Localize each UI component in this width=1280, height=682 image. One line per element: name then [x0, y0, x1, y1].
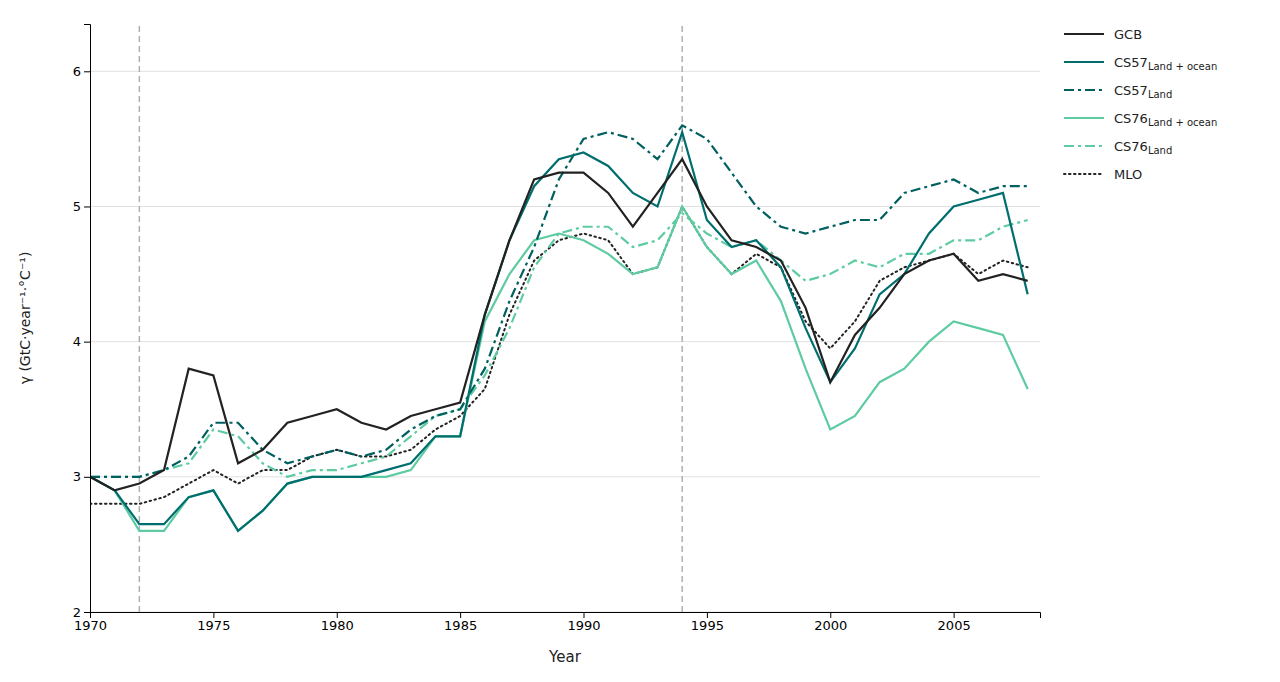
- plot-area: [90, 24, 1028, 612]
- x-tick-mark: [584, 612, 585, 618]
- legend-swatch: [1064, 117, 1104, 119]
- x-tick-mark: [213, 612, 214, 618]
- x-tick-mark: [830, 612, 831, 618]
- y-tick-label: 2: [73, 605, 81, 620]
- x-tick-label: 1975: [197, 618, 230, 633]
- x-tick: 1995: [691, 612, 724, 633]
- x-tick-label: 1995: [691, 618, 724, 633]
- x-axis-line: [91, 613, 1041, 619]
- grid: [90, 71, 1040, 612]
- series-line: [90, 206, 1028, 530]
- x-tick: 1980: [321, 612, 354, 633]
- y-tick: 6: [73, 64, 90, 79]
- legend-label: MLO: [1114, 167, 1142, 182]
- legend-label: CS57Land: [1114, 83, 1172, 101]
- legend-item: MLO: [1064, 167, 1142, 182]
- legend-item: GCB: [1064, 27, 1142, 42]
- legend: GCB CS57Land + ocean CS57Land CS76Land + oc…: [1064, 27, 1217, 182]
- x-tick-label: 1970: [74, 618, 107, 633]
- legend-swatch: [1064, 173, 1104, 175]
- x-tick: 1985: [444, 612, 477, 633]
- x-tick: 1975: [197, 612, 230, 633]
- x-tick-label: 1985: [444, 618, 477, 633]
- x-tick-label: 2000: [814, 618, 847, 633]
- legend-item: CS57Land: [1064, 83, 1172, 101]
- x-tick: 2000: [814, 612, 847, 633]
- x-tick: 2005: [938, 612, 971, 633]
- legend-item: CS57Land + ocean: [1064, 55, 1217, 73]
- grid-line: [90, 206, 1040, 207]
- legend-swatch: [1064, 145, 1104, 147]
- legend-item: CS76Land + ocean: [1064, 111, 1217, 129]
- y-tick-mark: [84, 477, 90, 478]
- x-tick: 1990: [567, 612, 600, 633]
- y-tick-mark: [84, 206, 90, 207]
- y-axis: 2 3 4 5 6: [73, 25, 91, 620]
- grid-line: [90, 341, 1040, 342]
- y-axis-line: [84, 25, 91, 613]
- series-line: [90, 125, 1028, 476]
- x-tick-mark: [460, 612, 461, 618]
- x-tick-mark: [707, 612, 708, 618]
- series-line: [90, 132, 1028, 531]
- grid-line: [90, 476, 1040, 477]
- legend-label: CS76Land: [1114, 139, 1172, 157]
- x-axis-title: Year: [548, 648, 582, 666]
- legend-label: GCB: [1114, 27, 1142, 42]
- y-tick-label: 6: [73, 64, 81, 79]
- y-tick-label: 4: [73, 334, 81, 349]
- legend-label: CS57Land + ocean: [1114, 55, 1217, 73]
- series-line: [90, 206, 1028, 503]
- y-tick: 5: [73, 199, 90, 214]
- y-tick-mark: [84, 342, 90, 343]
- y-tick: 3: [73, 469, 90, 484]
- grid-line: [90, 71, 1040, 72]
- x-tick-label: 1980: [321, 618, 354, 633]
- y-tick-label: 3: [73, 469, 81, 484]
- reference-line: [681, 24, 683, 612]
- y-tick-mark: [84, 71, 90, 72]
- legend-swatch: [1064, 61, 1104, 63]
- legend-label: CS76Land + ocean: [1114, 111, 1217, 129]
- x-tick-label: 2005: [938, 618, 971, 633]
- y-tick-mark: [84, 612, 90, 613]
- legend-swatch: [1064, 89, 1104, 91]
- y-tick: 2: [73, 605, 90, 620]
- series-line: [90, 159, 1028, 490]
- x-tick-mark: [954, 612, 955, 618]
- x-tick-label: 1990: [567, 618, 600, 633]
- legend-swatch: [1064, 33, 1104, 35]
- legend-item: CS76Land: [1064, 139, 1172, 157]
- x-axis: 1970 1975 1980 1985 1990 1995 2000 2005: [74, 612, 1041, 633]
- y-tick: 4: [73, 334, 90, 349]
- y-tick-label: 5: [73, 199, 81, 214]
- x-tick-mark: [337, 612, 338, 618]
- chart: 1970 1975 1980 1985 1990 1995 2000 2005 2 3 4 5 6 Yea…: [0, 0, 1280, 682]
- y-axis-title: γ (GtC·year⁻¹·°C⁻¹): [17, 252, 33, 385]
